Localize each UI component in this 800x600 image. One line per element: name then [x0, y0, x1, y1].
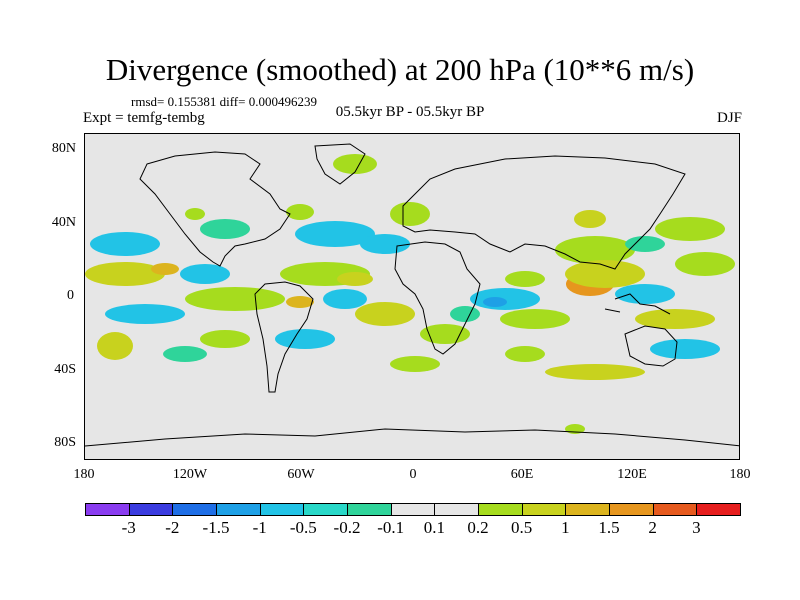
stats-label: rmsd= 0.155381 diff= 0.000496239 [131, 94, 317, 109]
field-patch [565, 260, 645, 288]
comparison-label: 05.5kyr BP - 05.5kyr BP [335, 104, 485, 120]
legend-swatch [259, 503, 305, 516]
legend-label: -2 [165, 518, 180, 537]
field-patch [500, 309, 570, 329]
legend-swatch [609, 503, 654, 516]
field-patch [286, 296, 314, 308]
field-patch [151, 263, 179, 275]
field-patch [470, 288, 540, 310]
x-tick-label: 60W [287, 467, 315, 482]
legend-label: -0.1 [377, 518, 405, 537]
field-patch [90, 232, 160, 256]
field-patch [390, 356, 440, 372]
legend-label: 3 [692, 518, 701, 537]
field-patch [97, 332, 133, 360]
coast-maritime-continent [604, 293, 671, 315]
field-patch [333, 154, 377, 174]
color-legend-bar [85, 503, 742, 516]
field-patch [355, 302, 415, 326]
field-patch [635, 309, 715, 329]
field-patch [650, 339, 720, 359]
legend-swatch [128, 503, 174, 516]
coast-australia [624, 325, 678, 367]
field-patch [450, 306, 480, 322]
coast-eurasia [402, 155, 686, 270]
legend-swatch [652, 503, 698, 516]
field-patch [323, 289, 367, 309]
legend-label: -1.5 [202, 518, 230, 537]
legend-swatch [347, 503, 392, 516]
coastlines [85, 143, 739, 447]
field-patch [574, 210, 606, 228]
divergence-field [85, 154, 735, 434]
field-patch [295, 221, 375, 247]
coast-south-america [254, 281, 314, 393]
field-patch [105, 304, 185, 324]
field-patch [200, 219, 250, 239]
coast-antarctica [85, 428, 739, 447]
legend-label: -3 [121, 518, 136, 537]
x-tick-label: 180 [729, 467, 751, 482]
legend-label: 0.1 [423, 518, 445, 537]
legend-swatch [434, 503, 480, 516]
field-patch [185, 287, 285, 311]
field-patch [390, 202, 430, 226]
coast-africa [394, 241, 481, 355]
y-tick-label: 40N [51, 215, 76, 230]
x-tick-label: 180 [73, 467, 95, 482]
legend-label: -0.2 [333, 518, 361, 537]
legend-swatch [172, 503, 218, 516]
legend-swatch [696, 503, 742, 516]
y-tick-label: 80N [51, 141, 76, 156]
x-tick-label: 120E [617, 467, 647, 482]
legend-label: -0.5 [289, 518, 317, 537]
x-tick-label: 0 [409, 467, 417, 482]
field-patch [625, 236, 665, 252]
legend-swatch [565, 503, 611, 516]
field-patch [615, 284, 675, 304]
field-patch [505, 271, 545, 287]
experiment-label: Expt = temfg-tembg [83, 110, 205, 126]
legend-swatch [303, 503, 349, 516]
x-tick-label: 120W [172, 467, 208, 482]
map-svg [85, 143, 739, 447]
coast-north-america [139, 151, 291, 267]
y-tick-label: 40S [54, 362, 76, 377]
y-tick-label: 80S [54, 435, 76, 450]
y-tick-label: 0 [67, 288, 74, 303]
chart-title: Divergence (smoothed) at 200 hPa (10**6 … [105, 52, 695, 87]
legend-label: -1 [252, 518, 267, 537]
legend-label: 2 [648, 518, 657, 537]
legend-swatch [85, 503, 130, 516]
legend-label: 1.5 [598, 518, 620, 537]
map-panel [84, 133, 740, 460]
x-tick-label: 60E [510, 467, 534, 482]
field-patch [337, 272, 373, 286]
field-patch [200, 330, 250, 348]
field-patch [360, 234, 410, 254]
field-patch [675, 252, 735, 276]
field-patch [420, 324, 470, 344]
field-patch [483, 297, 507, 307]
legend-swatch [521, 503, 567, 516]
field-patch [185, 208, 205, 220]
field-patch [655, 217, 725, 241]
legend-label: 1 [561, 518, 570, 537]
legend-swatch [216, 503, 261, 516]
field-patch [163, 346, 207, 362]
coast-greenland [314, 143, 366, 185]
legend-label: 0.5 [511, 518, 533, 537]
field-patch [555, 236, 635, 264]
legend-swatch [390, 503, 436, 516]
field-patch [85, 262, 165, 286]
field-patch [275, 329, 335, 349]
legend-swatch [478, 503, 523, 516]
season-label: DJF [716, 110, 742, 126]
field-patch [545, 364, 645, 380]
field-patch [286, 204, 314, 220]
field-patch [180, 264, 230, 284]
field-patch [505, 346, 545, 362]
legend-label: 0.2 [467, 518, 489, 537]
